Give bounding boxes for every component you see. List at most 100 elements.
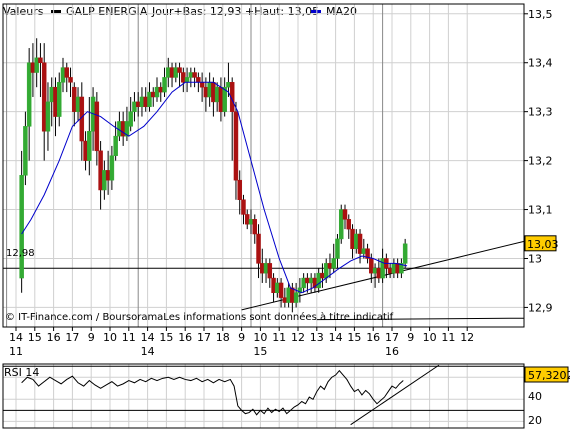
candle-body: [132, 101, 137, 112]
copyright-notice: © IT-Finance.com / BoursoramaLes informa…: [5, 311, 394, 323]
candle-body: [331, 258, 336, 269]
candle-body: [214, 86, 220, 103]
rsi-panel-frame: [2, 363, 525, 429]
candle-body: [275, 282, 280, 293]
candle-body: [128, 111, 133, 127]
rsi-badge-label: 57,3202: [528, 369, 570, 382]
candle-body: [335, 238, 340, 259]
date-tick-label: 16: [366, 331, 380, 344]
candle-body: [177, 67, 182, 73]
candle-body: [196, 77, 201, 83]
candle-body: [64, 67, 70, 78]
rsi-tick-40: 40: [528, 390, 542, 403]
candle-body: [357, 233, 363, 254]
candle-body: [342, 209, 348, 220]
candle-body: [181, 72, 186, 83]
candle-body: [350, 228, 355, 249]
date-tick-label: 14: [141, 331, 155, 344]
ma-legend-label: MA20: [326, 5, 357, 18]
candle-body: [263, 263, 269, 274]
date-tick-label: 17: [385, 331, 399, 344]
ma-legend-swatch: [311, 10, 321, 13]
candle-body: [109, 155, 115, 181]
date-tick-label: 18: [216, 331, 230, 344]
date-tick-label: 10: [253, 331, 267, 344]
candle-body: [207, 82, 212, 98]
candle-body: [83, 140, 88, 161]
candle-body: [346, 219, 352, 230]
candle-body: [169, 67, 175, 78]
date-tick-label: 17: [65, 331, 79, 344]
candle-body: [308, 277, 314, 284]
session-label: 15: [253, 345, 267, 358]
date-tick-label: 12: [460, 331, 474, 344]
candle-body: [166, 67, 171, 78]
date-tick-label: 17: [197, 331, 211, 344]
candle-body: [26, 62, 32, 127]
candle-body: [338, 209, 344, 240]
date-tick-label: 13: [310, 331, 324, 344]
rsi-gridlines: [3, 364, 524, 428]
candle-body: [154, 86, 160, 98]
candle-body: [162, 77, 167, 93]
rsi-label: RSI 14: [4, 366, 39, 379]
candle-body: [72, 86, 77, 112]
date-tick-label: 16: [47, 331, 61, 344]
price-badge-label: 13,03: [527, 238, 559, 251]
candle-body: [244, 214, 250, 225]
chart-header: Valeurs GALP ENERGIA Jour+Bas: 12,93 +Ha…: [3, 5, 357, 18]
price-tick-label: 12,9: [528, 301, 553, 314]
price-tick-label: 13: [528, 252, 542, 265]
candle-body: [150, 91, 156, 98]
candle-body: [94, 101, 100, 152]
candle-body: [49, 86, 54, 103]
candle-body: [222, 86, 227, 112]
session-label: 14: [141, 345, 155, 358]
candle-body: [248, 219, 254, 225]
candle-body: [391, 263, 397, 274]
candle-body: [139, 96, 145, 108]
candle-body: [38, 57, 43, 63]
candle-body: [395, 263, 400, 274]
rsi-badge: 57,3202: [524, 366, 570, 383]
date-tick-label: 14: [9, 331, 23, 344]
bottom-line: [316, 317, 525, 321]
rsi-panel: RSI 14 40 20 57,3202: [2, 363, 570, 429]
candle-body: [158, 86, 164, 93]
instrument-legend-swatch: [51, 10, 61, 13]
candles: [19, 38, 408, 313]
date-tick-label: 15: [159, 331, 173, 344]
candle-body: [98, 150, 103, 191]
price-tick-label: 13,2: [528, 155, 553, 168]
date-tick-label: 9: [407, 331, 414, 344]
candle-body: [237, 179, 242, 201]
session-label: 11: [9, 345, 23, 358]
price-panel-frame: [2, 3, 525, 328]
candle-body: [188, 72, 194, 78]
candle-body: [233, 111, 239, 181]
candle-body: [267, 263, 273, 279]
candle-body: [372, 268, 378, 274]
date-tick-label: 11: [122, 331, 136, 344]
date-tick-label: 11: [272, 331, 286, 344]
candle-body: [147, 91, 152, 108]
candle-body: [30, 62, 36, 73]
date-tick-label: 10: [103, 331, 117, 344]
candle-body: [354, 233, 359, 249]
candle-body: [68, 77, 73, 83]
candle-body: [256, 233, 261, 264]
date-tick-label: 15: [347, 331, 361, 344]
candle-body: [34, 57, 39, 73]
candle-body: [323, 263, 329, 279]
rsi-line: [21, 369, 404, 416]
price-tick-label: 13,4: [528, 57, 553, 70]
date-axis: 14 15 16 17 9 10 11 14 15 16 17 18 9 10 11 12 13 14 15 16 17…: [9, 327, 474, 358]
candle-body: [60, 67, 66, 83]
date-tick-label: 9: [88, 331, 95, 344]
candle-body: [124, 121, 130, 137]
candle-body: [173, 67, 179, 78]
candle-body: [203, 86, 209, 98]
price-tick-label: 13,3: [528, 106, 553, 119]
candle-body: [260, 263, 265, 274]
date-tick-label: 12: [291, 331, 305, 344]
